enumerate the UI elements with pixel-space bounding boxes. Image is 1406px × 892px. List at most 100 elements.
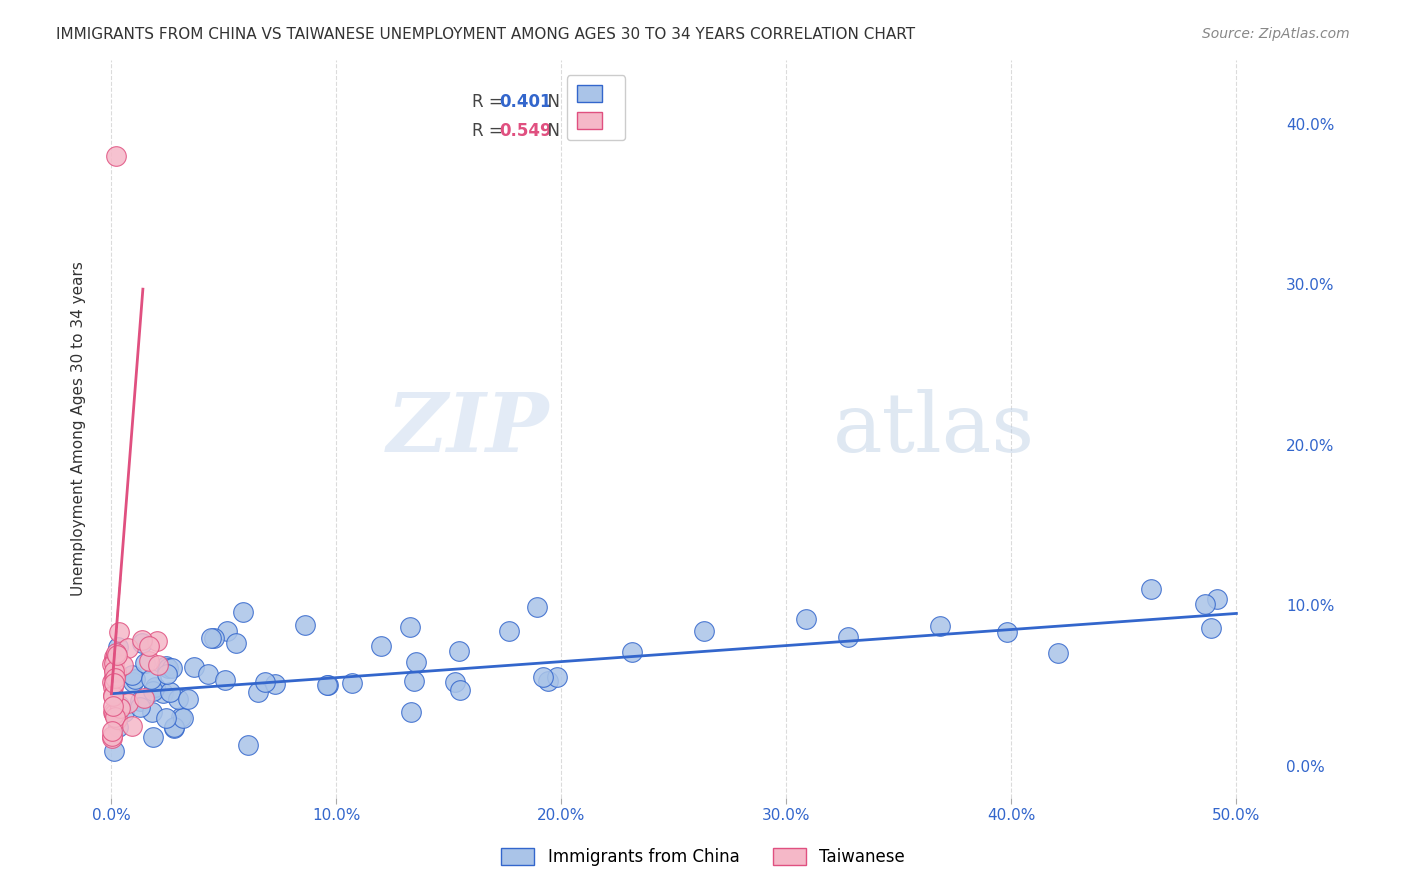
Point (105, 712, 128, 726)
Point (232, 605, 254, 619)
Point (444, 674, 467, 689)
Text: 0.401: 0.401 (499, 93, 553, 111)
Point (107, 698, 129, 712)
Point (103, 656, 125, 670)
Point (103, 664, 125, 678)
Point (143, 680, 166, 694)
Point (101, 689, 124, 703)
Text: R =: R = (472, 93, 508, 111)
Point (101, 657, 124, 672)
Point (124, 672, 146, 686)
Point (122, 674, 145, 689)
Text: Source: ZipAtlas.com: Source: ZipAtlas.com (1202, 27, 1350, 41)
Point (101, 680, 124, 694)
Point (103, 710, 125, 724)
Point (995, 625, 1018, 640)
Point (159, 685, 181, 699)
Point (1140, 582, 1163, 596)
Point (117, 640, 139, 655)
Point (215, 624, 238, 638)
Point (112, 705, 135, 719)
Point (449, 682, 471, 697)
Point (134, 657, 156, 671)
Point (342, 675, 364, 690)
Point (104, 149, 127, 163)
Point (156, 667, 179, 681)
Point (103, 663, 125, 677)
Legend: Immigrants from China, Taiwanese: Immigrants from China, Taiwanese (492, 840, 914, 875)
Text: IMMIGRANTS FROM CHINA VS TAIWANESE UNEMPLOYMENT AMONG AGES 30 TO 34 YEARS CORREL: IMMIGRANTS FROM CHINA VS TAIWANESE UNEMP… (56, 27, 915, 42)
Point (139, 672, 162, 686)
Point (246, 685, 269, 699)
Text: R =: R = (472, 122, 508, 140)
Point (107, 640, 129, 654)
Point (142, 684, 165, 698)
Point (134, 691, 156, 706)
Point (101, 698, 124, 713)
Point (546, 670, 568, 684)
Point (794, 612, 817, 626)
Point (264, 677, 287, 691)
Point (167, 691, 190, 706)
Point (121, 718, 143, 732)
Point (536, 673, 558, 688)
Point (105, 665, 128, 679)
Point (928, 618, 950, 632)
Point (531, 670, 554, 684)
Point (200, 631, 222, 645)
Point (100, 731, 122, 746)
Point (399, 705, 422, 719)
Point (105, 648, 128, 663)
Text: ZIP: ZIP (387, 389, 548, 469)
Point (177, 692, 200, 706)
Point (103, 649, 125, 664)
Point (101, 730, 124, 744)
Point (100, 674, 122, 689)
Point (449, 644, 471, 658)
Point (316, 678, 339, 692)
Point (402, 674, 425, 689)
Point (163, 721, 186, 735)
Point (105, 647, 128, 661)
Point (405, 656, 427, 670)
Point (1194, 597, 1216, 611)
Point (225, 636, 247, 650)
Point (157, 661, 180, 675)
Point (1047, 646, 1070, 660)
Point (837, 630, 859, 644)
Point (526, 600, 548, 615)
Point (107, 720, 129, 734)
Point (214, 673, 236, 687)
Point (202, 632, 225, 646)
Point (1205, 592, 1227, 607)
Point (121, 667, 143, 681)
Y-axis label: Unemployment Among Ages 30 to 34 years: Unemployment Among Ages 30 to 34 years (72, 261, 86, 596)
Point (398, 619, 420, 633)
Point (131, 633, 153, 648)
Point (131, 636, 153, 650)
Point (163, 720, 186, 734)
Point (183, 660, 205, 674)
Point (620, 644, 643, 658)
Text: 70: 70 (572, 93, 596, 111)
Point (138, 639, 160, 653)
Point (172, 711, 194, 725)
Point (160, 660, 183, 674)
Point (152, 686, 174, 700)
Point (101, 688, 124, 702)
Point (128, 694, 150, 708)
Point (103, 707, 125, 722)
Point (101, 706, 124, 720)
Point (138, 654, 160, 668)
Point (103, 744, 125, 758)
Point (498, 624, 520, 639)
Text: 0.549: 0.549 (499, 122, 553, 140)
Point (142, 730, 165, 744)
Point (112, 657, 135, 672)
Point (141, 706, 163, 720)
Point (693, 624, 716, 638)
Text: atlas: atlas (832, 389, 1035, 469)
Point (104, 650, 127, 665)
Point (197, 667, 219, 681)
Point (103, 675, 125, 690)
